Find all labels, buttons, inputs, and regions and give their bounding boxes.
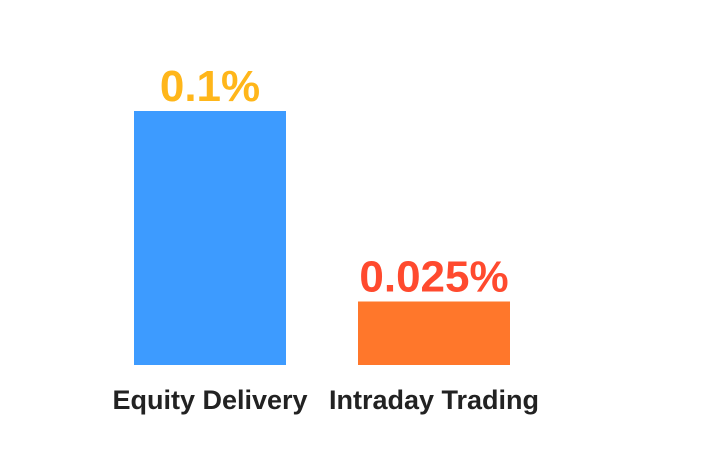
category-label-equity-delivery: Equity Delivery: [112, 385, 307, 415]
data-label-equity-delivery: 0.1%: [160, 62, 260, 111]
bar-intraday-trading: [358, 302, 510, 366]
bar-equity-delivery: [134, 111, 286, 365]
category-label-intraday-trading: Intraday Trading: [329, 385, 539, 415]
data-label-intraday-trading: 0.025%: [359, 253, 508, 302]
